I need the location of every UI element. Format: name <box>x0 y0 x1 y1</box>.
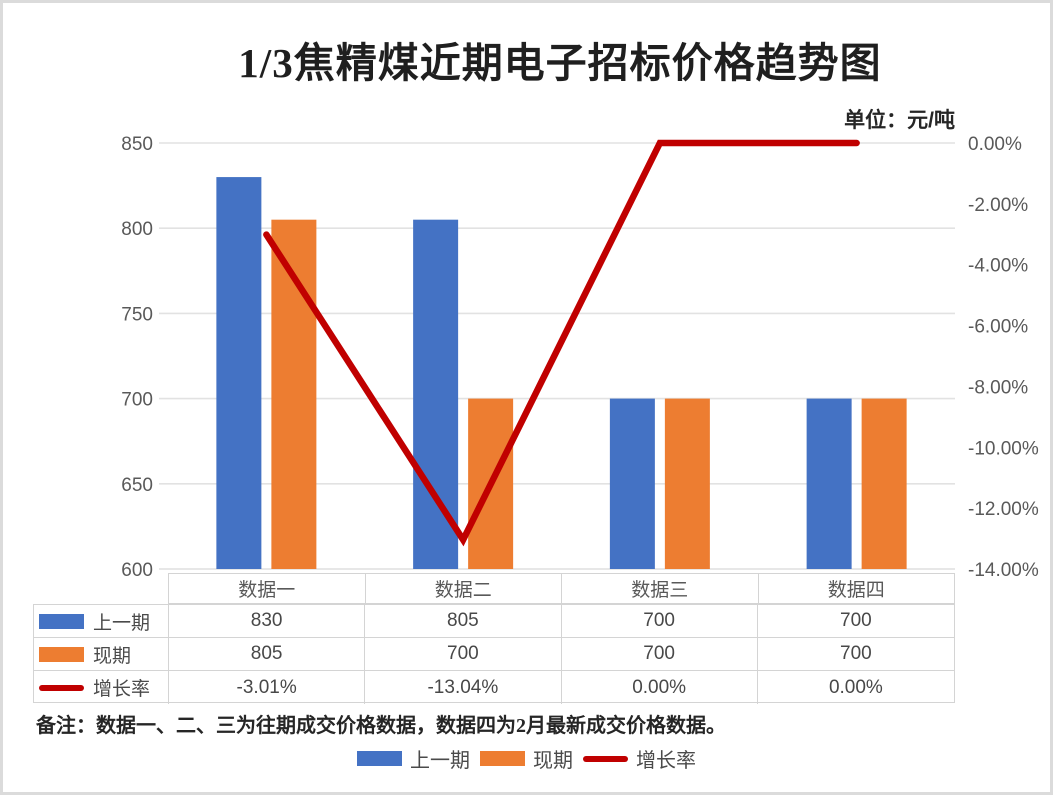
legend-item-growth: 增长率 <box>583 744 696 773</box>
table-cell: 0.00% <box>828 676 883 698</box>
category-header-2: 数据二 <box>366 574 562 603</box>
category-header-row: 数据一 数据二 数据三 数据四 <box>168 573 955 604</box>
svg-text:750: 750 <box>121 304 153 325</box>
category-header-4: 数据四 <box>827 580 885 601</box>
legend-label: 上一期 <box>410 750 470 772</box>
legend-label: 增长率 <box>636 750 696 772</box>
chart-title: 1/3焦精煤近期电子招标价格趋势图 <box>238 40 882 86</box>
legend-label: 现期 <box>533 750 573 772</box>
legend-swatch-blue-icon <box>357 751 402 766</box>
series-swatch-redline-icon <box>39 684 84 691</box>
row-label: 现期 <box>93 645 132 667</box>
footnote: 备注：数据一、二、三为往期成交价格数据，数据四为2月最新成交价格数据。 <box>36 715 726 737</box>
svg-text:700: 700 <box>121 390 153 411</box>
svg-text:850: 850 <box>121 134 153 155</box>
svg-text:800: 800 <box>121 219 153 240</box>
svg-text:-2.00%: -2.00% <box>968 195 1028 216</box>
svg-text:-12.00%: -12.00% <box>968 499 1039 520</box>
unit-label: 单位：元/吨 <box>844 109 955 132</box>
table-cell: 805 <box>365 605 562 638</box>
svg-text:-14.00%: -14.00% <box>968 560 1039 581</box>
svg-text:-8.00%: -8.00% <box>968 377 1028 398</box>
table-cell: 700 <box>365 638 562 671</box>
series-swatch-blue-icon <box>39 613 84 629</box>
data-table: 上一期 830 805 700 700 现期 805 700 700 700 增… <box>33 604 955 704</box>
combo-chart-plot: 850 800 750 700 650 600 0.00% -2.00% -4.00% -6.00… <box>121 134 1039 581</box>
category-header-3: 数据三 <box>562 574 759 603</box>
legend-item-current: 现期 <box>480 744 573 773</box>
table-row-header-growth: 增长率 <box>34 671 169 704</box>
svg-text:-4.00%: -4.00% <box>968 256 1028 277</box>
table-cell: -13.04% <box>365 671 562 704</box>
legend-swatch-redline-icon <box>583 755 628 762</box>
table-row-header-previous: 上一期 <box>34 605 169 638</box>
category-header-1: 数据一 <box>169 574 366 603</box>
table-row-header-current: 现期 <box>34 638 169 671</box>
table-cell: 0.00% <box>562 671 758 704</box>
table-cell: -3.01% <box>169 671 366 704</box>
chart-legend: 上一期 现期 增长率 <box>3 744 1050 773</box>
svg-text:600: 600 <box>121 560 153 581</box>
svg-text:-10.00%: -10.00% <box>968 438 1039 459</box>
series-swatch-orange-icon <box>39 646 84 662</box>
svg-text:0.00%: 0.00% <box>968 134 1022 155</box>
table-cell: 700 <box>757 605 954 638</box>
table-cell: 830 <box>169 605 366 638</box>
table-cell: 700 <box>561 638 758 671</box>
row-label: 增长率 <box>93 679 151 700</box>
table-cell: 700 <box>561 605 758 638</box>
table-cell: 805 <box>169 638 366 671</box>
legend-swatch-orange-icon <box>480 751 525 766</box>
row-label: 上一期 <box>93 612 151 634</box>
legend-item-previous: 上一期 <box>357 744 470 773</box>
svg-text:-6.00%: -6.00% <box>968 317 1028 338</box>
svg-text:650: 650 <box>121 475 153 496</box>
table-cell: 700 <box>757 638 954 671</box>
